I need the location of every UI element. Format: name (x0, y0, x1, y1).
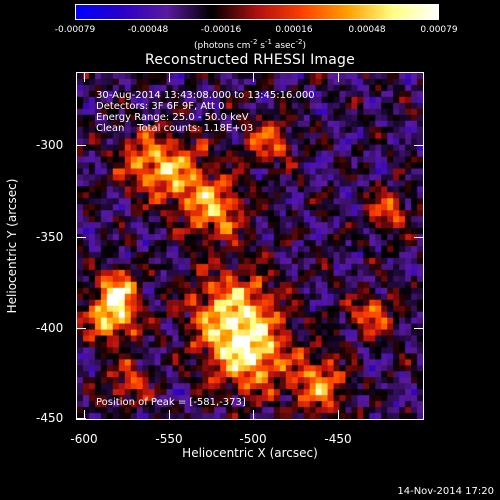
image-plot-area (76, 72, 424, 420)
colorbar-tick: 0.00079 (420, 25, 458, 35)
clean-counts-label: Clean Total counts: 1.18E+03 (96, 123, 254, 134)
y-tick-mark (76, 237, 86, 238)
x-tick-mark (253, 410, 254, 420)
x-axis-title: Heliocentric X (arcsec) (182, 446, 318, 460)
colorbar-tick: 0.00048 (348, 25, 386, 35)
x-tick-mark (84, 410, 85, 420)
x-tick-label: -450 (324, 432, 352, 446)
x-tick-mark (169, 72, 170, 82)
time-range-label: 30-Aug-2014 13:43:08.000 to 13:45:16.000 (96, 90, 315, 101)
y-tick-label: -300 (36, 138, 64, 152)
rhessi-heatmap-image (77, 73, 423, 419)
detectors-label: Detectors: 3F 6F 9F, Att 0 (96, 101, 225, 112)
y-tick-mark (76, 145, 86, 146)
y-tick-mark (76, 418, 86, 419)
y-tick-label: -450 (36, 411, 64, 425)
y-tick-mark (76, 328, 86, 329)
timestamp: 14-Nov-2014 17:20 (397, 486, 494, 497)
y-axis-title: Heliocentric Y (arcsec) (5, 178, 19, 314)
colorbar-tick: 0.00016 (275, 25, 313, 35)
x-tick-mark (338, 72, 339, 82)
x-tick-mark (338, 410, 339, 420)
colorbar-tick: -0.00079 (54, 25, 96, 35)
energy-range-label: Energy Range: 25.0 - 50.0 keV (96, 112, 249, 123)
peak-position-label: Position of Peak = [-581,-373] (96, 397, 246, 408)
x-tick-label: -500 (239, 432, 267, 446)
y-tick-mark (414, 237, 424, 238)
x-tick-mark (84, 72, 85, 82)
x-tick-label: -600 (70, 432, 98, 446)
x-tick-label: -550 (155, 432, 183, 446)
y-tick-label: -350 (36, 230, 64, 244)
x-tick-mark (253, 72, 254, 82)
y-tick-mark (414, 145, 424, 146)
y-tick-mark (414, 328, 424, 329)
x-tick-mark (169, 410, 170, 420)
plot-title: Reconstructed RHESSI Image (145, 52, 355, 68)
y-tick-label: -400 (36, 321, 64, 335)
colorbar-tick: -0.00048 (127, 25, 169, 35)
colorbar-units: (photons cm-2 s-1 asec-2) (193, 38, 307, 51)
colorbar (75, 4, 439, 20)
colorbar-tick: -0.00016 (200, 25, 242, 35)
